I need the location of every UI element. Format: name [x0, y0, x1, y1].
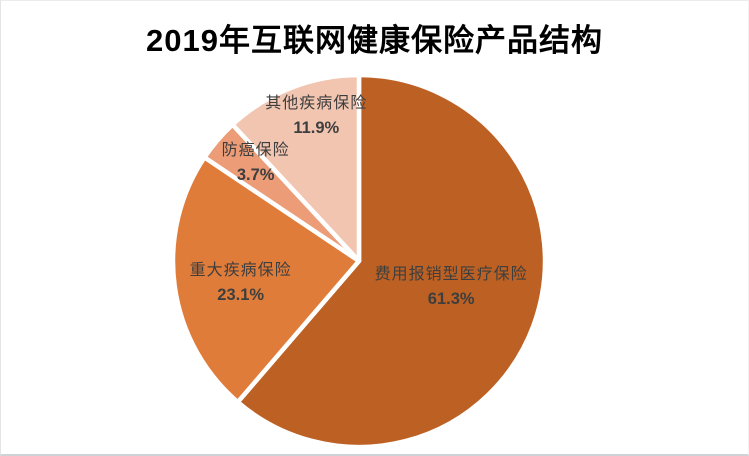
chart-title: 2019年互联网健康保险产品结构	[146, 23, 603, 58]
pie-slice	[235, 72, 548, 450]
pie-slice	[230, 72, 362, 264]
pie-slice	[170, 155, 362, 405]
